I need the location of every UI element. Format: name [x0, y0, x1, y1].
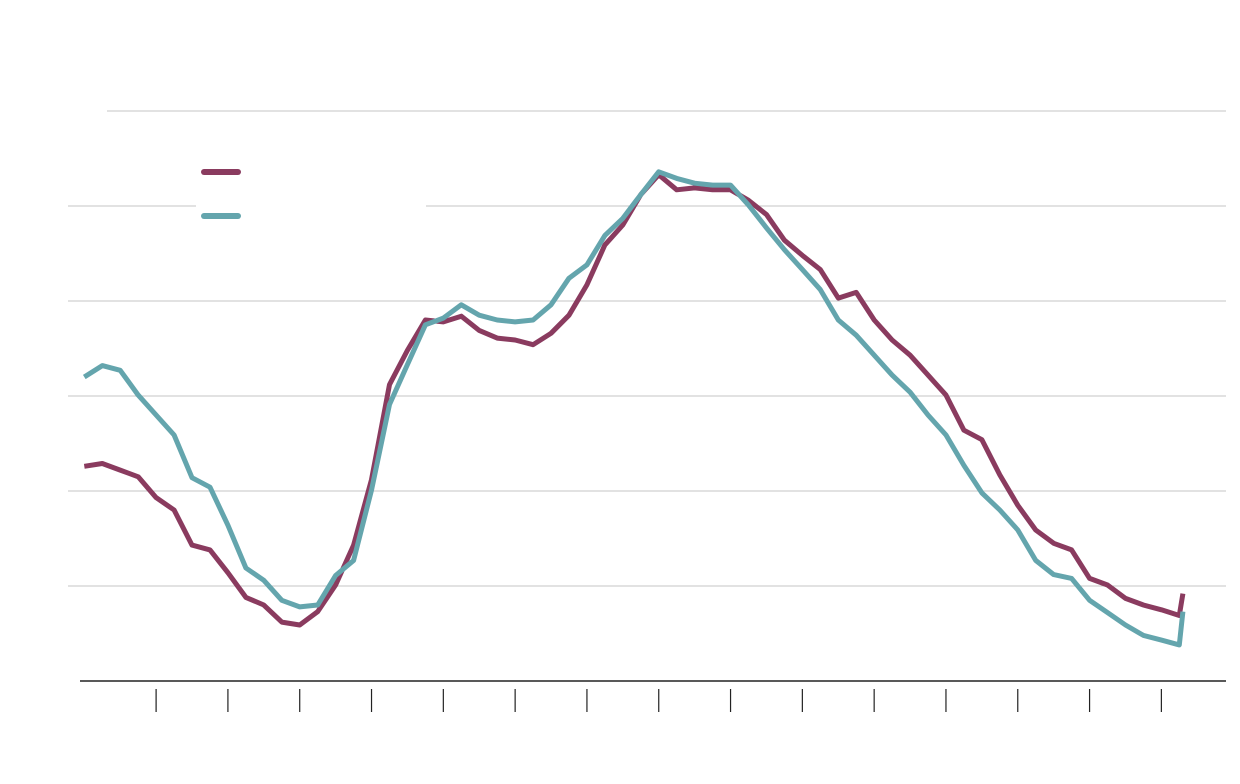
legend [196, 150, 426, 235]
series-line [83, 172, 1186, 628]
series-line [82, 169, 1186, 648]
legend-box [196, 150, 426, 235]
